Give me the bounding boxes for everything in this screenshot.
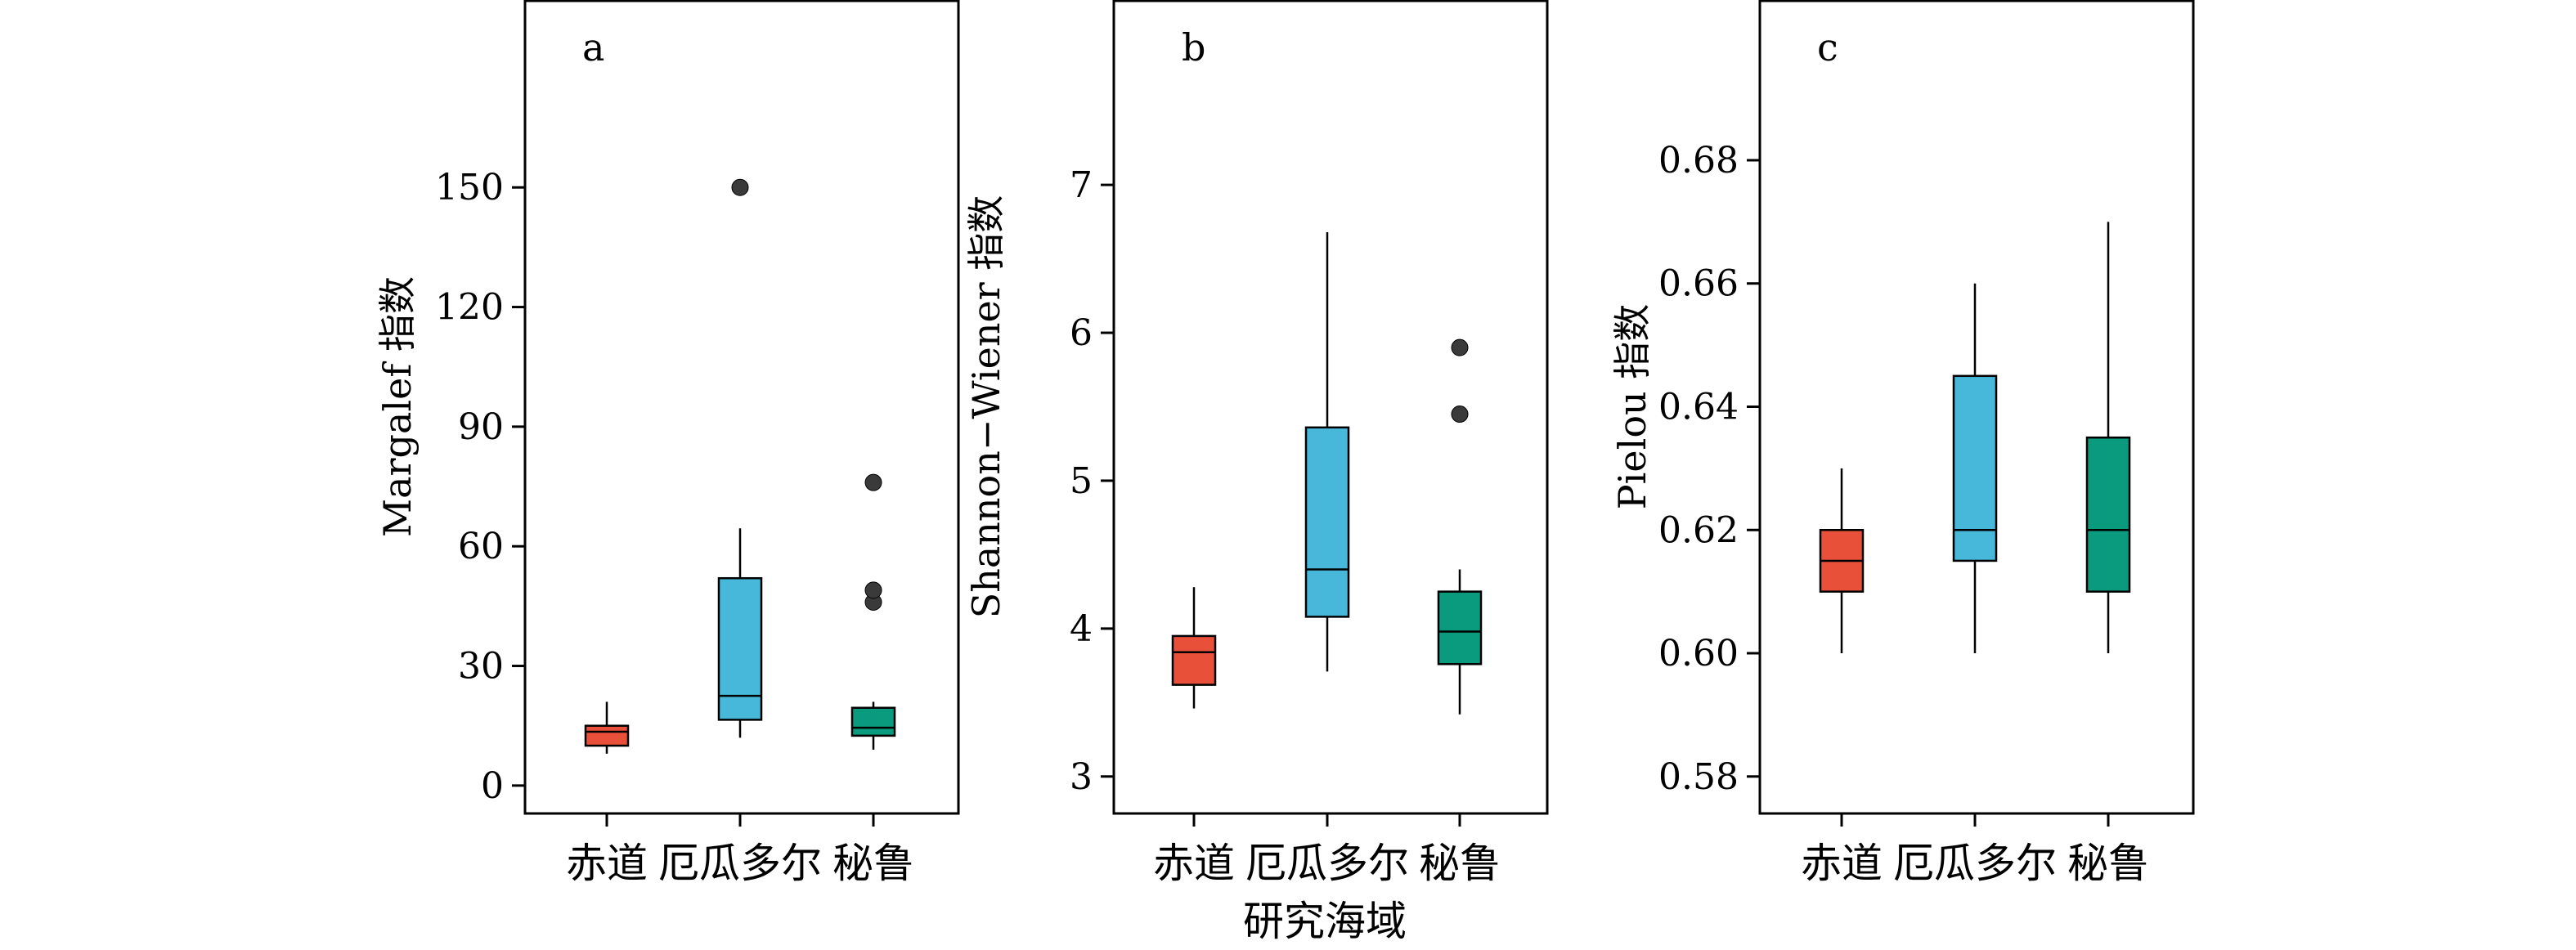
box-2 [717,178,763,738]
box-3 [1437,338,1483,715]
iqr-box [2085,436,2131,593]
y-tick-label: 0 [481,765,504,807]
box-1 [584,701,630,754]
y-tick-label: 6 [1070,312,1093,354]
outlier-point [864,581,882,599]
y-tick-label: 0.60 [1658,633,1739,674]
iqr-box [1952,374,1998,562]
y-tick-label: 120 [435,287,504,329]
plot-frame [1112,0,1549,815]
iqr-box [1437,590,1483,665]
y-tick-label: 150 [435,167,504,208]
y-tick-label: 4 [1070,608,1093,650]
panel-letter: c [1817,25,1838,69]
panel-c: 0.58 0.60 0.62 0.64 0.66 0.68 赤道 厄瓜多尔 秘鲁 Pielou 指… [1610,0,2195,887]
y-tick-label: 3 [1070,756,1093,798]
panel-a: 0 30 60 90 120 150 赤道 厄瓜多尔 秘鲁 Margalef 指数 a [375,0,960,887]
x-category-label: 秘鲁 [2067,840,2149,887]
iqr-box [717,576,763,721]
panel-letter: b [1182,25,1205,69]
plot-frame [523,0,960,815]
y-tick-label: 90 [458,406,504,448]
x-category-label: 赤道 [1801,840,1883,887]
box-3 [850,473,896,750]
box-2 [1952,283,1998,654]
outlier-point [731,178,749,196]
x-category-label: 秘鲁 [1419,840,1501,887]
y-axis-title: Shannon−Wiener 指数 [964,195,1008,619]
iqr-box [1171,634,1217,686]
y-axis-title: Margalef 指数 [375,276,420,537]
y-tick-label: 5 [1070,460,1093,502]
x-category-label: 赤道 [1153,840,1235,887]
iqr-box [850,706,896,737]
outlier-point [1451,406,1469,423]
box-1 [1171,587,1217,709]
panel-b: 3 4 5 6 7 赤道 厄瓜多尔 秘鲁 Shannon−Wiener 指数 b [964,0,1549,887]
y-tick-label: 0.66 [1658,263,1739,305]
y-tick-label: 7 [1070,164,1093,206]
y-tick-label: 30 [458,646,504,688]
box-3 [2085,222,2131,654]
outlier-point [1451,338,1469,356]
outlier-point [864,473,882,491]
box-1 [1819,468,1865,654]
x-category-label: 厄瓜多尔 [1893,840,2057,887]
shared-x-axis-title: 研究海域 [1243,898,1407,945]
y-tick-label: 60 [458,526,504,567]
y-tick-label: 0.64 [1658,387,1739,428]
x-category-label: 赤道 [566,840,648,887]
y-tick-label: 0.68 [1658,140,1739,181]
iqr-box [584,724,630,747]
box-2 [1304,232,1350,672]
x-category-label: 厄瓜多尔 [1245,840,1409,887]
x-category-label: 厄瓜多尔 [658,840,822,887]
panel-letter: a [582,25,604,69]
x-category-label: 秘鲁 [832,840,914,887]
y-axis-title: Pielou 指数 [1610,304,1654,510]
y-tick-label: 0.58 [1658,756,1739,798]
y-tick-label: 0.62 [1658,509,1739,551]
iqr-box [1304,426,1350,618]
